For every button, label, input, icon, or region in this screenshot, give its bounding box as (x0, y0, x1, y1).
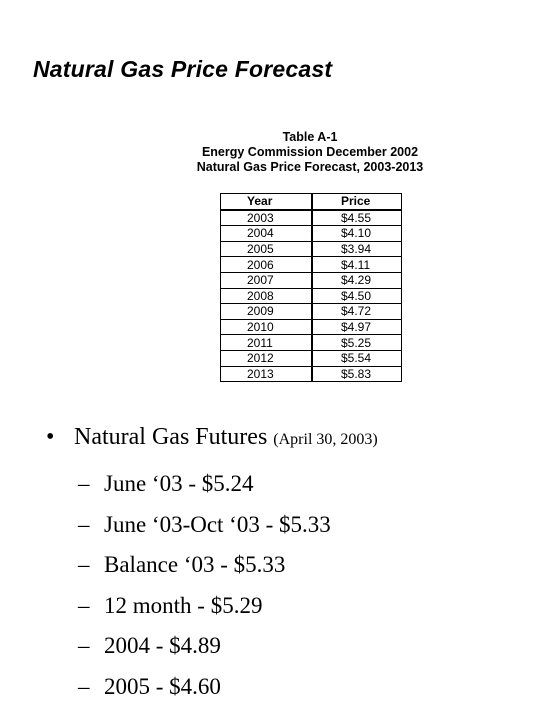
dash-marker: – (78, 592, 90, 618)
year-cell: 2012 (220, 349, 313, 367)
table-row: 2011 $5.25 (220, 334, 402, 351)
list-item: – Balance ‘03 - $5.33 (78, 547, 331, 588)
list-item: –2005 - $4.60 (78, 669, 331, 710)
list-item: – June ‘03 - $5.24 (78, 466, 331, 507)
dash-marker: – (78, 511, 90, 537)
list-item-text: June ‘03 - $5.24 (104, 471, 254, 496)
list-item-text: 12 month - $5.29 (104, 592, 263, 618)
list-item-text: June ‘03-Oct ‘03 - $5.33 (104, 511, 331, 537)
futures-date-note: (April 30, 2003) (273, 431, 378, 448)
price-cell: $4.55 (311, 209, 402, 227)
table-row: 2012 $5.54 (220, 349, 402, 367)
year-cell: 2007 (220, 271, 313, 289)
futures-bullet: • Natural Gas Futures (April 30, 2003) (46, 424, 378, 451)
price-column-header: Price (311, 192, 402, 211)
year-cell: 2005 (220, 240, 313, 258)
table-row: 2003 $4.55 (220, 209, 402, 227)
price-forecast-table: Year Price 2003 $4.55 2004 $4.10 2005 $3… (220, 192, 402, 383)
price-cell: $4.10 (311, 225, 402, 242)
table-row: 2013 $5.83 (220, 365, 402, 383)
dash-marker: – (78, 471, 90, 496)
year-cell: 2011 (220, 334, 313, 351)
list-item: –12 month - $5.29 (78, 588, 331, 629)
table-header-row: Year Price (220, 192, 402, 211)
price-cell: $5.54 (311, 349, 402, 367)
list-item: –2004 - $4.89 (78, 628, 331, 669)
price-cell: $5.83 (311, 365, 402, 383)
table-row: 2006 $4.11 (220, 256, 402, 273)
futures-sub-list: – June ‘03 - $5.24 – June ‘03-Oct ‘03 - $5… (78, 466, 331, 709)
table-row: 2010 $4.97 (220, 318, 402, 336)
table-row: 2004 $4.10 (220, 225, 402, 242)
year-cell: 2003 (220, 209, 313, 227)
bullet-marker: • (46, 424, 55, 450)
dash-marker: – (78, 673, 90, 699)
dash-marker: – (78, 633, 90, 658)
table-row: 2008 $4.50 (220, 287, 402, 305)
price-cell: $4.97 (311, 318, 402, 336)
price-cell: $4.72 (311, 303, 402, 320)
table-row: 2005 $3.94 (220, 240, 402, 258)
price-cell: $5.25 (311, 334, 402, 351)
list-item-text: 2005 - $4.60 (104, 673, 221, 699)
year-cell: 2004 (220, 225, 313, 242)
list-item: – June ‘03-Oct ‘03 - $5.33 (78, 507, 331, 548)
slide-title: Natural Gas Price Forecast (33, 56, 333, 82)
table-caption: Table A-1 Energy Commission December 200… (160, 130, 460, 175)
year-column-header: Year (220, 192, 313, 211)
price-cell: $4.50 (311, 287, 402, 305)
list-item-text: 2004 - $4.89 (104, 633, 221, 658)
table-caption-line-2: Energy Commission December 2002 (201, 145, 419, 159)
year-cell: 2013 (220, 365, 313, 383)
list-item-text: Balance ‘03 - $5.33 (104, 552, 286, 577)
price-cell: $3.94 (311, 240, 402, 258)
price-cell: $4.29 (311, 271, 402, 289)
year-cell: 2009 (220, 303, 313, 320)
dash-marker: – (78, 552, 90, 577)
year-cell: 2008 (220, 287, 313, 305)
year-cell: 2010 (220, 318, 313, 336)
year-cell: 2006 (220, 256, 313, 273)
table-caption-line-3: Natural Gas Price Forecast, 2003-2013 (196, 160, 424, 174)
table-row: 2009 $4.72 (220, 303, 402, 320)
table-caption-line-1: Table A-1 (282, 130, 338, 144)
table-row: 2007 $4.29 (220, 271, 402, 289)
futures-bullet-text: Natural Gas Futures (74, 424, 268, 450)
price-cell: $4.11 (311, 256, 402, 273)
